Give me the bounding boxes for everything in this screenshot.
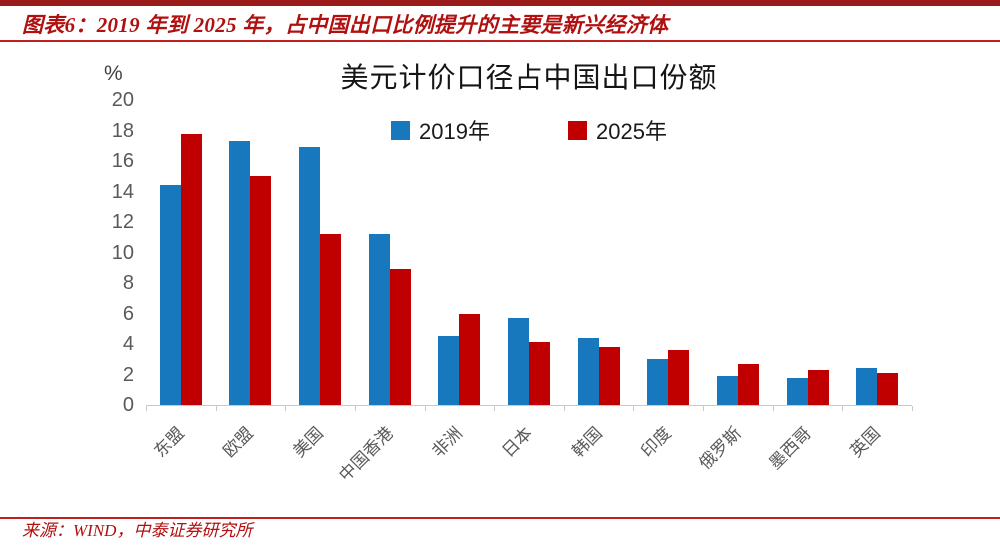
x-axis-tick [146, 406, 147, 411]
y-tick-label-8: 8 [122, 272, 134, 294]
bar-group-中国香港 [355, 100, 425, 405]
bar-group-墨西哥 [773, 100, 843, 405]
footer-divider [0, 517, 1000, 519]
bar-group-欧盟 [216, 100, 286, 405]
plot-area [146, 100, 913, 411]
bar-2025年-墨西哥 [807, 369, 829, 405]
bar-2025年-美国 [320, 234, 342, 405]
legend-item-2019: 2019年 [391, 114, 490, 146]
bar-2019年-非洲 [438, 336, 460, 405]
bar-2025年-欧盟 [250, 176, 272, 405]
bar-2025年-英国 [877, 372, 899, 405]
bar-group-俄罗斯 [703, 100, 773, 405]
chart-title: 美元计价口径占中国出口份额 [340, 63, 718, 94]
y-tick-label-14: 14 [111, 180, 134, 203]
y-axis-labels: 0 2 4 6 8 10 12 14 16 18 20 [86, 89, 138, 416]
x-axis-tick [494, 406, 496, 411]
y-tick-label-10: 10 [111, 241, 134, 264]
bar-2025年-日本 [529, 342, 551, 405]
y-tick-label-4: 4 [122, 333, 134, 355]
bar-group-印度 [633, 100, 703, 405]
x-axis-tick [285, 406, 287, 411]
y-tick-label-20: 20 [111, 89, 134, 111]
bar-2019年-东盟 [159, 185, 181, 405]
x-axis-tick [354, 406, 356, 411]
bar-2019年-韩国 [577, 337, 599, 405]
y-tick-label-6: 6 [122, 302, 134, 325]
header-divider [0, 40, 1000, 42]
bar-2019年-美国 [299, 147, 321, 405]
bar-2019年-日本 [508, 318, 530, 405]
legend-swatch-2025 [568, 120, 587, 140]
y-axis-unit-label: % [104, 62, 123, 85]
bar-2019年-中国香港 [368, 234, 390, 405]
y-tick-label-16: 16 [111, 150, 134, 172]
legend-label-2025: 2025年 [596, 119, 667, 144]
x-axis-tick [703, 406, 705, 411]
bar-group-非洲 [425, 100, 495, 405]
y-tick-label-0: 0 [122, 394, 134, 416]
bar-group-东盟 [146, 100, 216, 405]
bar-2019年-俄罗斯 [716, 376, 738, 405]
chart-legend: 2019年 2025年 [146, 114, 912, 146]
x-axis-tick [772, 406, 774, 411]
source-note: 来源：WIND，中泰证券研究所 [22, 521, 253, 540]
x-axis-tick [842, 406, 844, 411]
bar-2025年-俄罗斯 [737, 363, 759, 405]
x-axis-tick [633, 406, 635, 411]
x-axis-tick [215, 406, 217, 411]
x-axis-tick [563, 406, 565, 411]
y-tick-label-18: 18 [111, 119, 134, 142]
legend-swatch-2019 [391, 120, 411, 140]
x-axis-tick [424, 406, 426, 411]
y-tick-label-2: 2 [122, 363, 134, 386]
bar-2019年-印度 [647, 359, 669, 405]
legend-label-2019: 2019年 [419, 119, 490, 144]
y-tick-label-12: 12 [111, 211, 134, 233]
bar-group-美国 [285, 100, 355, 405]
bar-group-英国 [842, 100, 912, 405]
bar-2025年-韩国 [598, 347, 620, 405]
bar-2025年-东盟 [180, 133, 202, 405]
bar-group-日本 [494, 100, 564, 405]
bar-2025年-印度 [668, 350, 690, 405]
legend-item-2025: 2025年 [568, 114, 667, 146]
bar-group-韩国 [564, 100, 634, 405]
bar-2019年-英国 [856, 368, 878, 405]
x-axis-tick [912, 406, 913, 411]
figure-caption: 图表6：2019 年到 2025 年，占中国出口比例提升的主要是新兴经济体 [22, 13, 669, 37]
bar-2019年-欧盟 [229, 141, 251, 405]
x-axis-labels: 东盟 欧盟 美国 中国香港 非洲 日本 韩国 印度 俄罗斯 墨西哥 英国 [146, 406, 912, 516]
bar-2025年-非洲 [459, 313, 481, 405]
header-top-bar [0, 0, 1000, 6]
bar-2025年-中国香港 [389, 269, 411, 405]
bar-2019年-墨西哥 [786, 377, 808, 405]
